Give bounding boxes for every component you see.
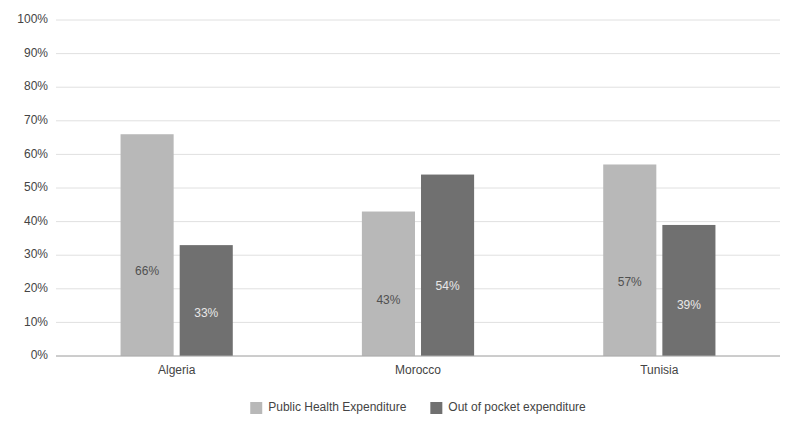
bar (421, 175, 474, 356)
legend-label: Public Health Expenditure (268, 400, 406, 414)
bar (121, 134, 174, 356)
grid (56, 20, 780, 356)
legend-swatch (430, 402, 442, 414)
legend-item: Out of pocket expenditure (430, 400, 586, 414)
legend-label: Out of pocket expenditure (448, 400, 586, 414)
chart-container: 0% 10% 20% 30% 40% 50% 60% 70% 80% 90% 100% 66% 43% 5… (0, 0, 800, 432)
grid-line (56, 53, 780, 54)
legend-swatch (250, 402, 262, 414)
bar (662, 225, 715, 356)
chart: 0% 10% 20% 30% 40% 50% 60% 70% 80% 90% 100% 66% 43% 5… (0, 0, 800, 432)
bar (362, 212, 415, 356)
legend-item: Public Health Expenditure (250, 400, 406, 414)
y-tick-label: 70% (24, 113, 48, 127)
y-tick-label: 10% (24, 315, 48, 329)
x-tick-label: Tunisia (640, 363, 679, 377)
plot-area: 0% 10% 20% 30% 40% 50% 60% 70% 80% 90% 100% 66% 43% 5… (17, 12, 780, 377)
data-label: 54% (436, 279, 460, 293)
data-label: 33% (194, 306, 218, 320)
y-tick-label: 80% (24, 79, 48, 93)
bar (180, 245, 233, 356)
y-tick-label: 60% (24, 147, 48, 161)
x-tick-label: Morocco (395, 363, 441, 377)
x-tick-label: Algeria (158, 363, 196, 377)
y-tick-label: 100% (17, 12, 48, 26)
data-label: 39% (677, 298, 701, 312)
bar (603, 164, 656, 356)
data-labels: 66% 43% 57% 33% 54% 39% (135, 264, 701, 320)
data-label: 57% (618, 275, 642, 289)
x-axis-line (56, 356, 780, 357)
y-tick-label: 90% (24, 46, 48, 60)
grid-line (56, 120, 780, 121)
x-axis: Algeria Morocco Tunisia (158, 363, 679, 377)
y-tick-label: 40% (24, 214, 48, 228)
grid-line (56, 20, 780, 21)
grid-line (56, 87, 780, 88)
y-tick-label: 30% (24, 247, 48, 261)
data-label: 66% (135, 264, 159, 278)
data-label: 43% (376, 293, 400, 307)
y-tick-label: 20% (24, 281, 48, 295)
legend: Public Health Expenditure Out of pocket e… (250, 400, 586, 414)
y-axis: 0% 10% 20% 30% 40% 50% 60% 70% 80% 90% 100% (17, 12, 48, 362)
grid-line (56, 356, 780, 357)
y-tick-label: 50% (24, 180, 48, 194)
y-tick-label: 0% (31, 348, 49, 362)
bars (121, 134, 716, 356)
